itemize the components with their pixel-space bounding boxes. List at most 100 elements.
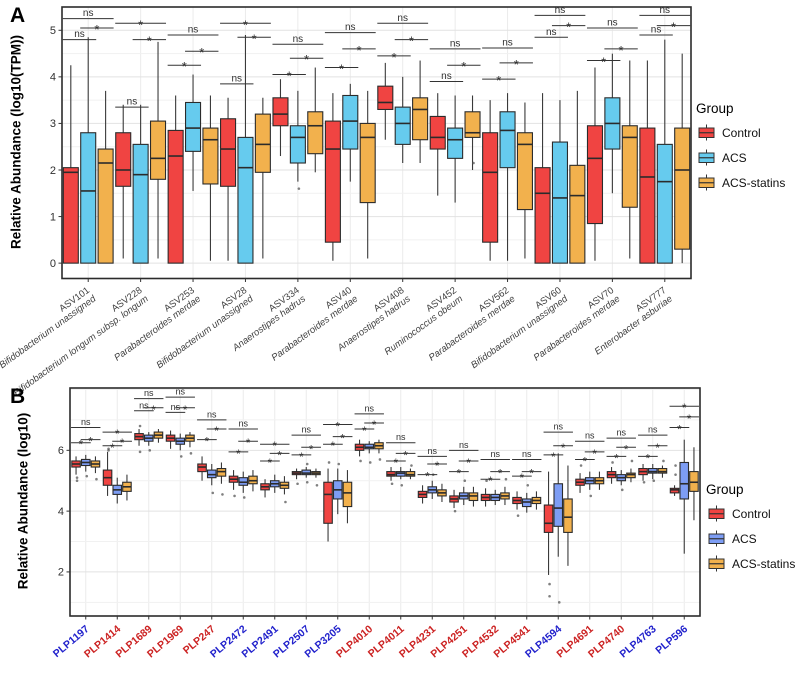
outlier-point xyxy=(674,464,677,467)
legend-title: Group xyxy=(696,101,734,116)
legend-entry-acs-statins: ACS-statins xyxy=(706,555,795,572)
sig-label-star: * xyxy=(183,405,188,417)
box-control xyxy=(377,85,394,111)
outlier-point xyxy=(179,455,183,458)
outlier-point xyxy=(472,161,475,165)
sig-label-ns: ns xyxy=(490,449,500,459)
sig-label-star: * xyxy=(394,458,399,470)
sig-label-star: * xyxy=(457,469,462,481)
panel-a-y-axis-title: Relative Abundance (log10(TPM)) xyxy=(8,34,24,250)
sig-label-star: * xyxy=(391,50,396,65)
x-tick-label-ASV101: ASV101Bifidobacterium unassigned xyxy=(0,285,99,371)
sig-label-ns: ns xyxy=(441,71,452,82)
outlier-point xyxy=(138,450,142,454)
sig-label-star: * xyxy=(529,469,534,481)
sig-label-ns: ns xyxy=(396,432,406,442)
sig-label-star: * xyxy=(339,62,344,77)
sig-label-star: * xyxy=(309,444,314,456)
boxplot-group-PLP4691: * * ns xyxy=(575,431,605,498)
sig-label-star: * xyxy=(646,453,651,465)
y-tick-label: 3 xyxy=(50,118,56,130)
sig-label-ns: ns xyxy=(81,417,91,427)
sig-label-star: * xyxy=(687,414,692,426)
box-acs xyxy=(80,132,97,264)
sig-label-star: * xyxy=(340,434,345,446)
sig-label-star: * xyxy=(561,443,566,455)
box-control xyxy=(534,167,551,264)
sig-label-star: * xyxy=(356,43,361,58)
box-acs xyxy=(447,127,464,159)
outlier-point xyxy=(548,582,551,586)
boxplot-group-ASV253: **ns xyxy=(167,24,219,264)
sig-label-ns: ns xyxy=(522,449,532,459)
boxplot-group-ASV408: **ns xyxy=(377,13,429,164)
sig-label-ns: ns xyxy=(648,425,658,435)
box-acs-statins xyxy=(569,164,586,264)
sig-label-star: * xyxy=(551,452,556,464)
legend-entry-acs: ACS xyxy=(696,149,785,166)
boxplot-group-PLP4594: * * ns xyxy=(543,422,573,604)
boxplot-group-PLP3205: *** xyxy=(323,421,353,542)
sig-label-star: * xyxy=(601,55,606,70)
panel-b-letter: B xyxy=(10,385,26,408)
box-acs xyxy=(184,101,202,152)
boxplot-group-ASV228: ns * * xyxy=(115,17,167,264)
sig-label-ns: ns xyxy=(231,73,242,84)
sig-label-ns: ns xyxy=(127,97,138,108)
boxplot-group-PLP4763: * * ns xyxy=(638,425,668,484)
sig-label-star: * xyxy=(252,31,257,46)
sig-label-star: * xyxy=(299,452,304,464)
box-acs xyxy=(342,94,359,150)
panel-b-legend: Group Control ACS ACS-statins xyxy=(706,482,795,580)
sig-label-star: * xyxy=(268,458,273,470)
box-acs-statins xyxy=(97,148,114,264)
sig-label-star: * xyxy=(682,403,687,415)
box-acs-statins xyxy=(359,122,376,204)
sig-label-star: * xyxy=(287,69,292,84)
outlier-point xyxy=(453,509,457,513)
boxplot-group-PLP1689: ns *ns xyxy=(134,388,164,454)
y-tick-label: 0 xyxy=(50,258,56,270)
box-control xyxy=(482,132,499,243)
y-tick-label: 2 xyxy=(50,165,56,177)
sig-label-ns: ns xyxy=(293,34,304,45)
outlier-point xyxy=(296,482,299,486)
legend-entry-acs-statins: ACS-statins xyxy=(696,174,785,191)
outlier-point xyxy=(107,447,110,451)
boxplot-swatch-icon xyxy=(708,505,725,522)
sig-label-star: * xyxy=(498,469,503,481)
box-control xyxy=(323,481,333,524)
outlier-point xyxy=(548,594,551,598)
outlier-point xyxy=(211,491,215,495)
box-acs xyxy=(237,136,254,264)
box-acs xyxy=(289,125,306,164)
boxplot-group-PLP4541: * * ns xyxy=(512,449,542,517)
sig-label-ns: ns xyxy=(175,387,185,397)
sig-label-star: * xyxy=(151,405,156,417)
sig-label-star: * xyxy=(409,34,414,49)
sig-label-ns: ns xyxy=(553,422,563,432)
sig-label-star: * xyxy=(336,421,341,433)
sig-label-star: * xyxy=(205,437,210,449)
sig-label-ns: ns xyxy=(188,24,199,35)
y-tick-label: 4 xyxy=(50,72,56,84)
box-acs xyxy=(394,106,411,145)
outlier-point xyxy=(674,473,677,476)
outlier-point xyxy=(652,479,656,483)
box-acs xyxy=(499,111,516,169)
boxplot-group-ASV70: * * ns xyxy=(586,17,638,261)
sig-label-ns: ns xyxy=(171,402,181,412)
legend-entry-control: Control xyxy=(696,124,785,141)
legend-entry-label: ACS xyxy=(732,531,757,546)
outlier-point xyxy=(516,514,520,517)
panel-a-letter: A xyxy=(10,4,26,27)
sig-label-star: * xyxy=(624,444,629,456)
panel-b-y-axis-title: Relative Abundance (log10) xyxy=(15,412,31,590)
legend-entry-control: Control xyxy=(706,505,795,522)
outlier-point xyxy=(233,494,236,498)
boxplot-swatch-icon xyxy=(698,124,715,141)
outlier-point xyxy=(242,496,246,499)
box-acs-statins xyxy=(621,125,638,208)
